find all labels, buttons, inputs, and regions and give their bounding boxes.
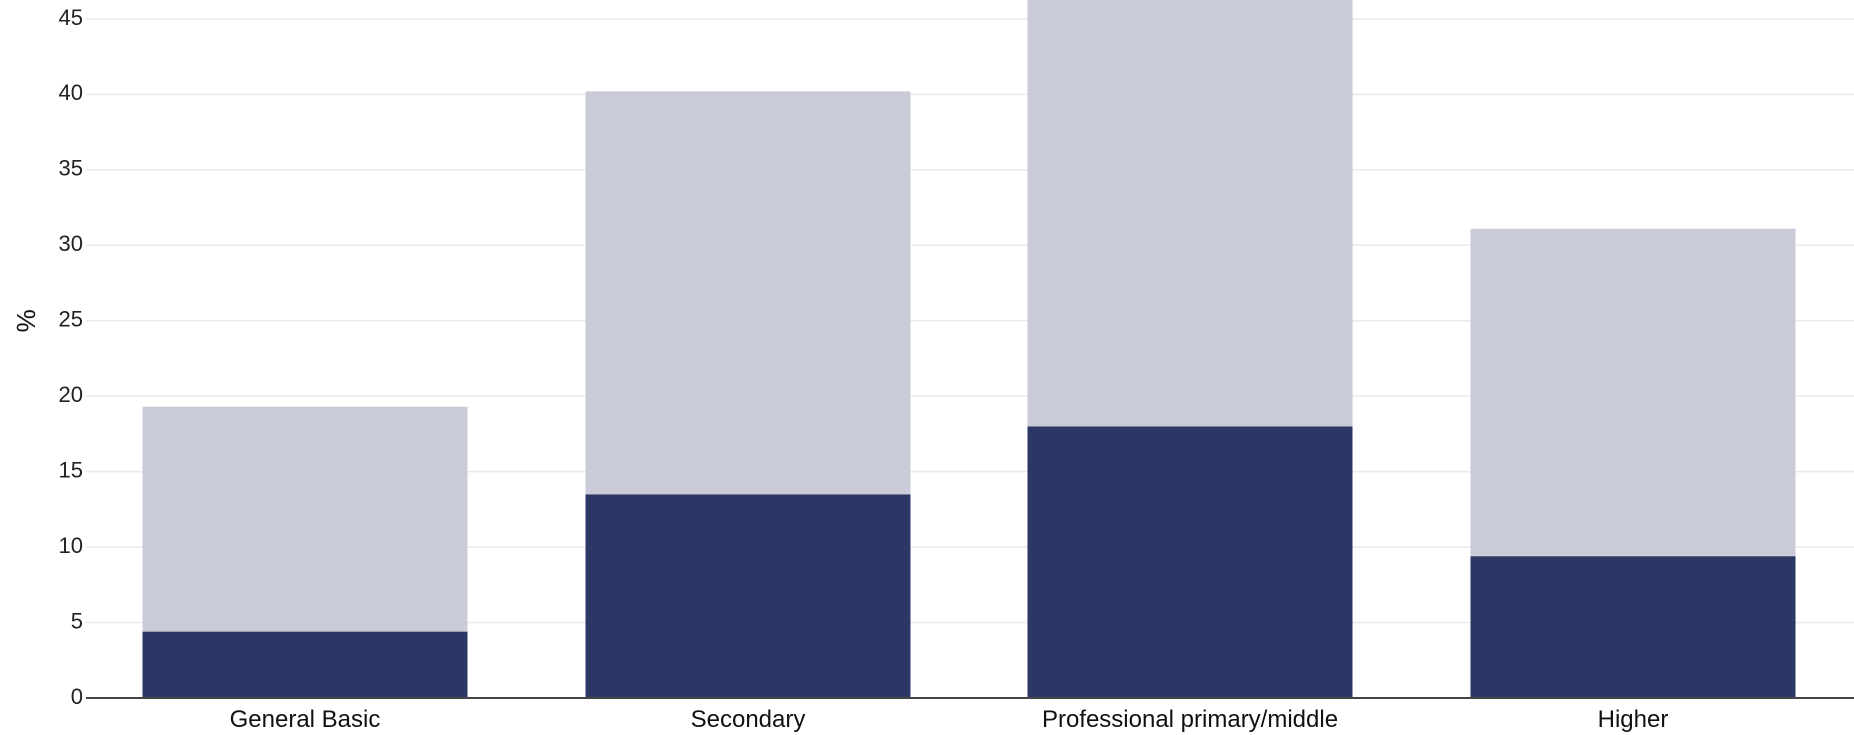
x-category-label: General Basic [230, 706, 381, 733]
bar-segment [1470, 228, 1796, 557]
x-category-label: Secondary [691, 706, 806, 733]
x-axis-categories: General Basic Secondary Professional prima… [230, 706, 1669, 733]
y-tick-label: 45 [59, 5, 83, 30]
y-tick-label: 25 [59, 307, 83, 332]
y-tick-label: 5 [71, 608, 83, 633]
y-tick-label: 15 [59, 457, 83, 482]
y-tick-label: 30 [59, 231, 83, 256]
bars [142, 0, 1796, 698]
y-tick-label: 40 [59, 80, 83, 105]
bar-segment [1470, 556, 1796, 698]
y-tick-label: 10 [59, 533, 83, 558]
bar-segment [585, 494, 911, 698]
x-category-label: Professional primary/middle [1042, 706, 1338, 733]
x-category-label: Higher [1598, 706, 1669, 733]
y-axis-ticks: 0 5 10 15 20 25 30 35 40 45 [59, 5, 83, 709]
bar-segment [1027, 0, 1353, 427]
bar-segment [1027, 426, 1353, 698]
y-tick-label: 0 [71, 684, 83, 709]
y-axis-title: % [11, 309, 41, 332]
bar-segment [585, 91, 911, 495]
y-tick-label: 35 [59, 156, 83, 181]
bar-segment [142, 406, 468, 632]
y-tick-label: 20 [59, 382, 83, 407]
bar-segment [142, 631, 468, 698]
